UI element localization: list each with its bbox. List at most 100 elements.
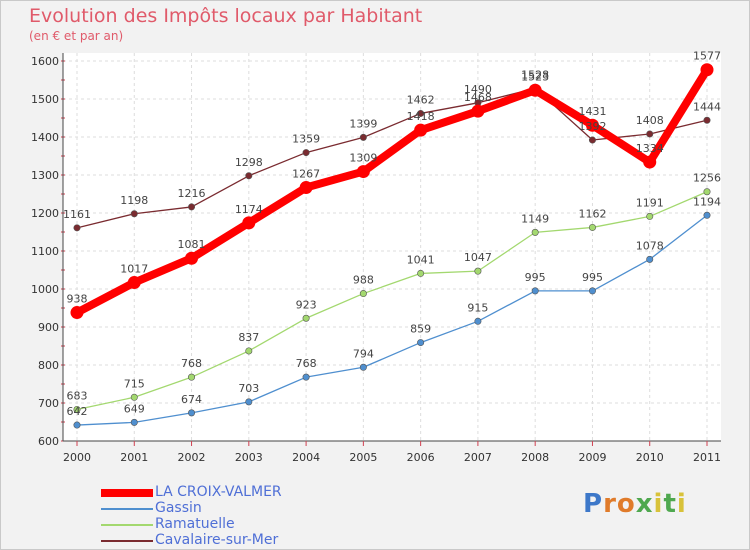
data-label: 1444 [693,100,721,113]
data-point [70,306,84,320]
legend-label: Gassin [155,500,202,516]
data-point [130,210,138,218]
data-label: 1431 [578,105,606,118]
data-point [359,133,367,141]
data-label: 674 [181,393,202,406]
x-tick-label: 2007 [464,451,492,464]
data-label: 915 [467,301,488,314]
data-point [302,314,310,322]
data-point [646,255,654,263]
series-line-ramatuelle [76,191,708,411]
y-tick-label: 700 [38,397,59,410]
data-label: 837 [238,331,259,344]
y-tick-label: 1100 [31,245,59,258]
logo-letter: x [635,489,654,519]
data-label: 995 [582,271,603,284]
logo-letter: P [583,489,604,519]
data-label: 703 [238,382,259,395]
data-point [588,287,596,295]
data-point [417,269,425,277]
plot-area [63,53,721,441]
data-point [588,223,596,231]
data-point [245,398,253,406]
data-label: 1523 [521,70,549,83]
data-label: 1267 [292,168,320,181]
data-point [299,181,313,195]
data-label: 1161 [63,208,91,221]
series-line-la-croix-valmer [73,65,711,317]
logo-letter: i [653,489,664,519]
legend-label: Cavalaire-sur-Mer [155,532,279,548]
x-tick-label: 2008 [521,451,549,464]
x-tick-label: 2004 [292,451,320,464]
legend-item: LA CROIX-VALMER [101,484,401,501]
data-label: 923 [296,298,317,311]
legend-swatch [101,524,153,526]
data-point [414,123,428,137]
data-label: 1392 [578,120,606,133]
data-label: 715 [124,377,145,390]
data-label: 683 [67,389,88,402]
data-point [703,188,711,196]
x-tick-label: 2000 [63,451,91,464]
data-label: 1162 [578,207,606,220]
data-point [130,418,138,426]
data-label: 1017 [120,263,148,276]
data-label: 1399 [349,117,377,130]
data-point [588,136,596,144]
data-point [245,347,253,355]
data-label: 859 [410,323,431,336]
data-point [188,373,196,381]
data-label: 1298 [235,156,263,169]
data-point [531,228,539,236]
logo-letter: i [676,489,687,519]
data-point [359,363,367,371]
data-point [703,211,711,219]
x-tick-label: 2009 [578,451,606,464]
data-label: 1174 [235,203,263,216]
legend-label: LA CROIX-VALMER [155,484,282,500]
legend-swatch [101,489,153,497]
data-point [302,373,310,381]
data-point [471,104,485,118]
data-label: 1309 [349,152,377,165]
legend-label: Ramatuelle [155,516,235,532]
data-point [417,339,425,347]
data-point [130,393,138,401]
data-point [703,116,711,124]
legend-item: Gassin [101,500,401,517]
data-point [127,276,141,290]
data-label: 1191 [636,196,664,209]
y-tick-label: 800 [38,359,59,372]
data-point [474,267,482,275]
legend-swatch [101,508,153,510]
series-line-gassin [76,214,708,426]
chart-subtitle: (en € et par an) [29,29,124,43]
x-tick-label: 2005 [349,451,377,464]
data-label: 1194 [693,195,721,208]
data-point [531,287,539,295]
data-point [185,251,199,265]
data-label: 1081 [178,238,206,251]
proxiti-logo: Proxiti [583,489,687,519]
data-point [242,216,256,230]
data-label: 1577 [693,50,721,63]
data-point [356,165,370,179]
data-label: 1041 [407,253,435,266]
x-tick-label: 2010 [636,451,664,464]
data-point [73,421,81,429]
data-label: 1047 [464,251,492,264]
data-point [302,149,310,157]
data-label: 1216 [178,187,206,200]
data-label: 794 [353,347,374,360]
data-label: 1334 [636,142,664,155]
data-point [646,212,654,220]
y-tick-label: 1300 [31,169,59,182]
data-point [245,172,253,180]
y-tick-label: 1400 [31,131,59,144]
data-point [585,118,599,132]
data-point [359,290,367,298]
data-label: 642 [67,405,88,418]
y-tick-label: 900 [38,321,59,334]
